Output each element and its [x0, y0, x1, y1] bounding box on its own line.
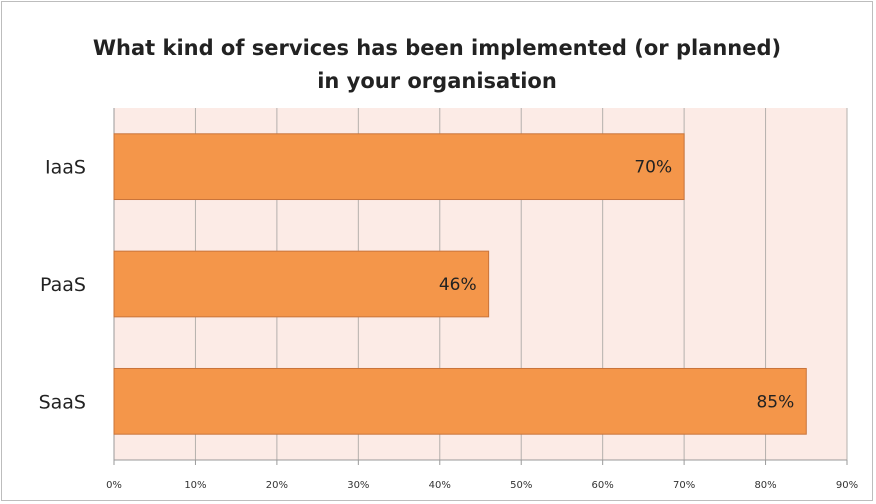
x-tick-label: 20% — [266, 480, 288, 491]
category-label: IaaS — [45, 157, 86, 179]
x-tick-label: 40% — [429, 480, 451, 491]
category-label: PaaS — [40, 274, 86, 296]
x-tick-label: 70% — [673, 480, 695, 491]
x-tick-label: 90% — [836, 480, 858, 491]
x-tick-label: 30% — [347, 480, 369, 491]
bar-value-label: 46% — [439, 275, 477, 295]
bar-value-label: 70% — [634, 158, 672, 178]
bar — [113, 133, 685, 201]
x-tick-label: 10% — [184, 480, 206, 491]
x-tick-label: 0% — [106, 480, 122, 491]
chart-title-line-1: What kind of services has been implement… — [92, 36, 782, 60]
bar-value-label: 85% — [756, 392, 794, 412]
x-tick-label: 50% — [510, 480, 532, 491]
bar — [113, 367, 807, 435]
x-tick-label: 60% — [592, 480, 614, 491]
chart-title-line-2: in your organisation — [317, 69, 557, 93]
category-label: SaaS — [39, 391, 86, 413]
bar — [113, 250, 490, 318]
chart-title: What kind of services has been implement… — [2, 32, 872, 98]
x-tick-label: 80% — [754, 480, 776, 491]
